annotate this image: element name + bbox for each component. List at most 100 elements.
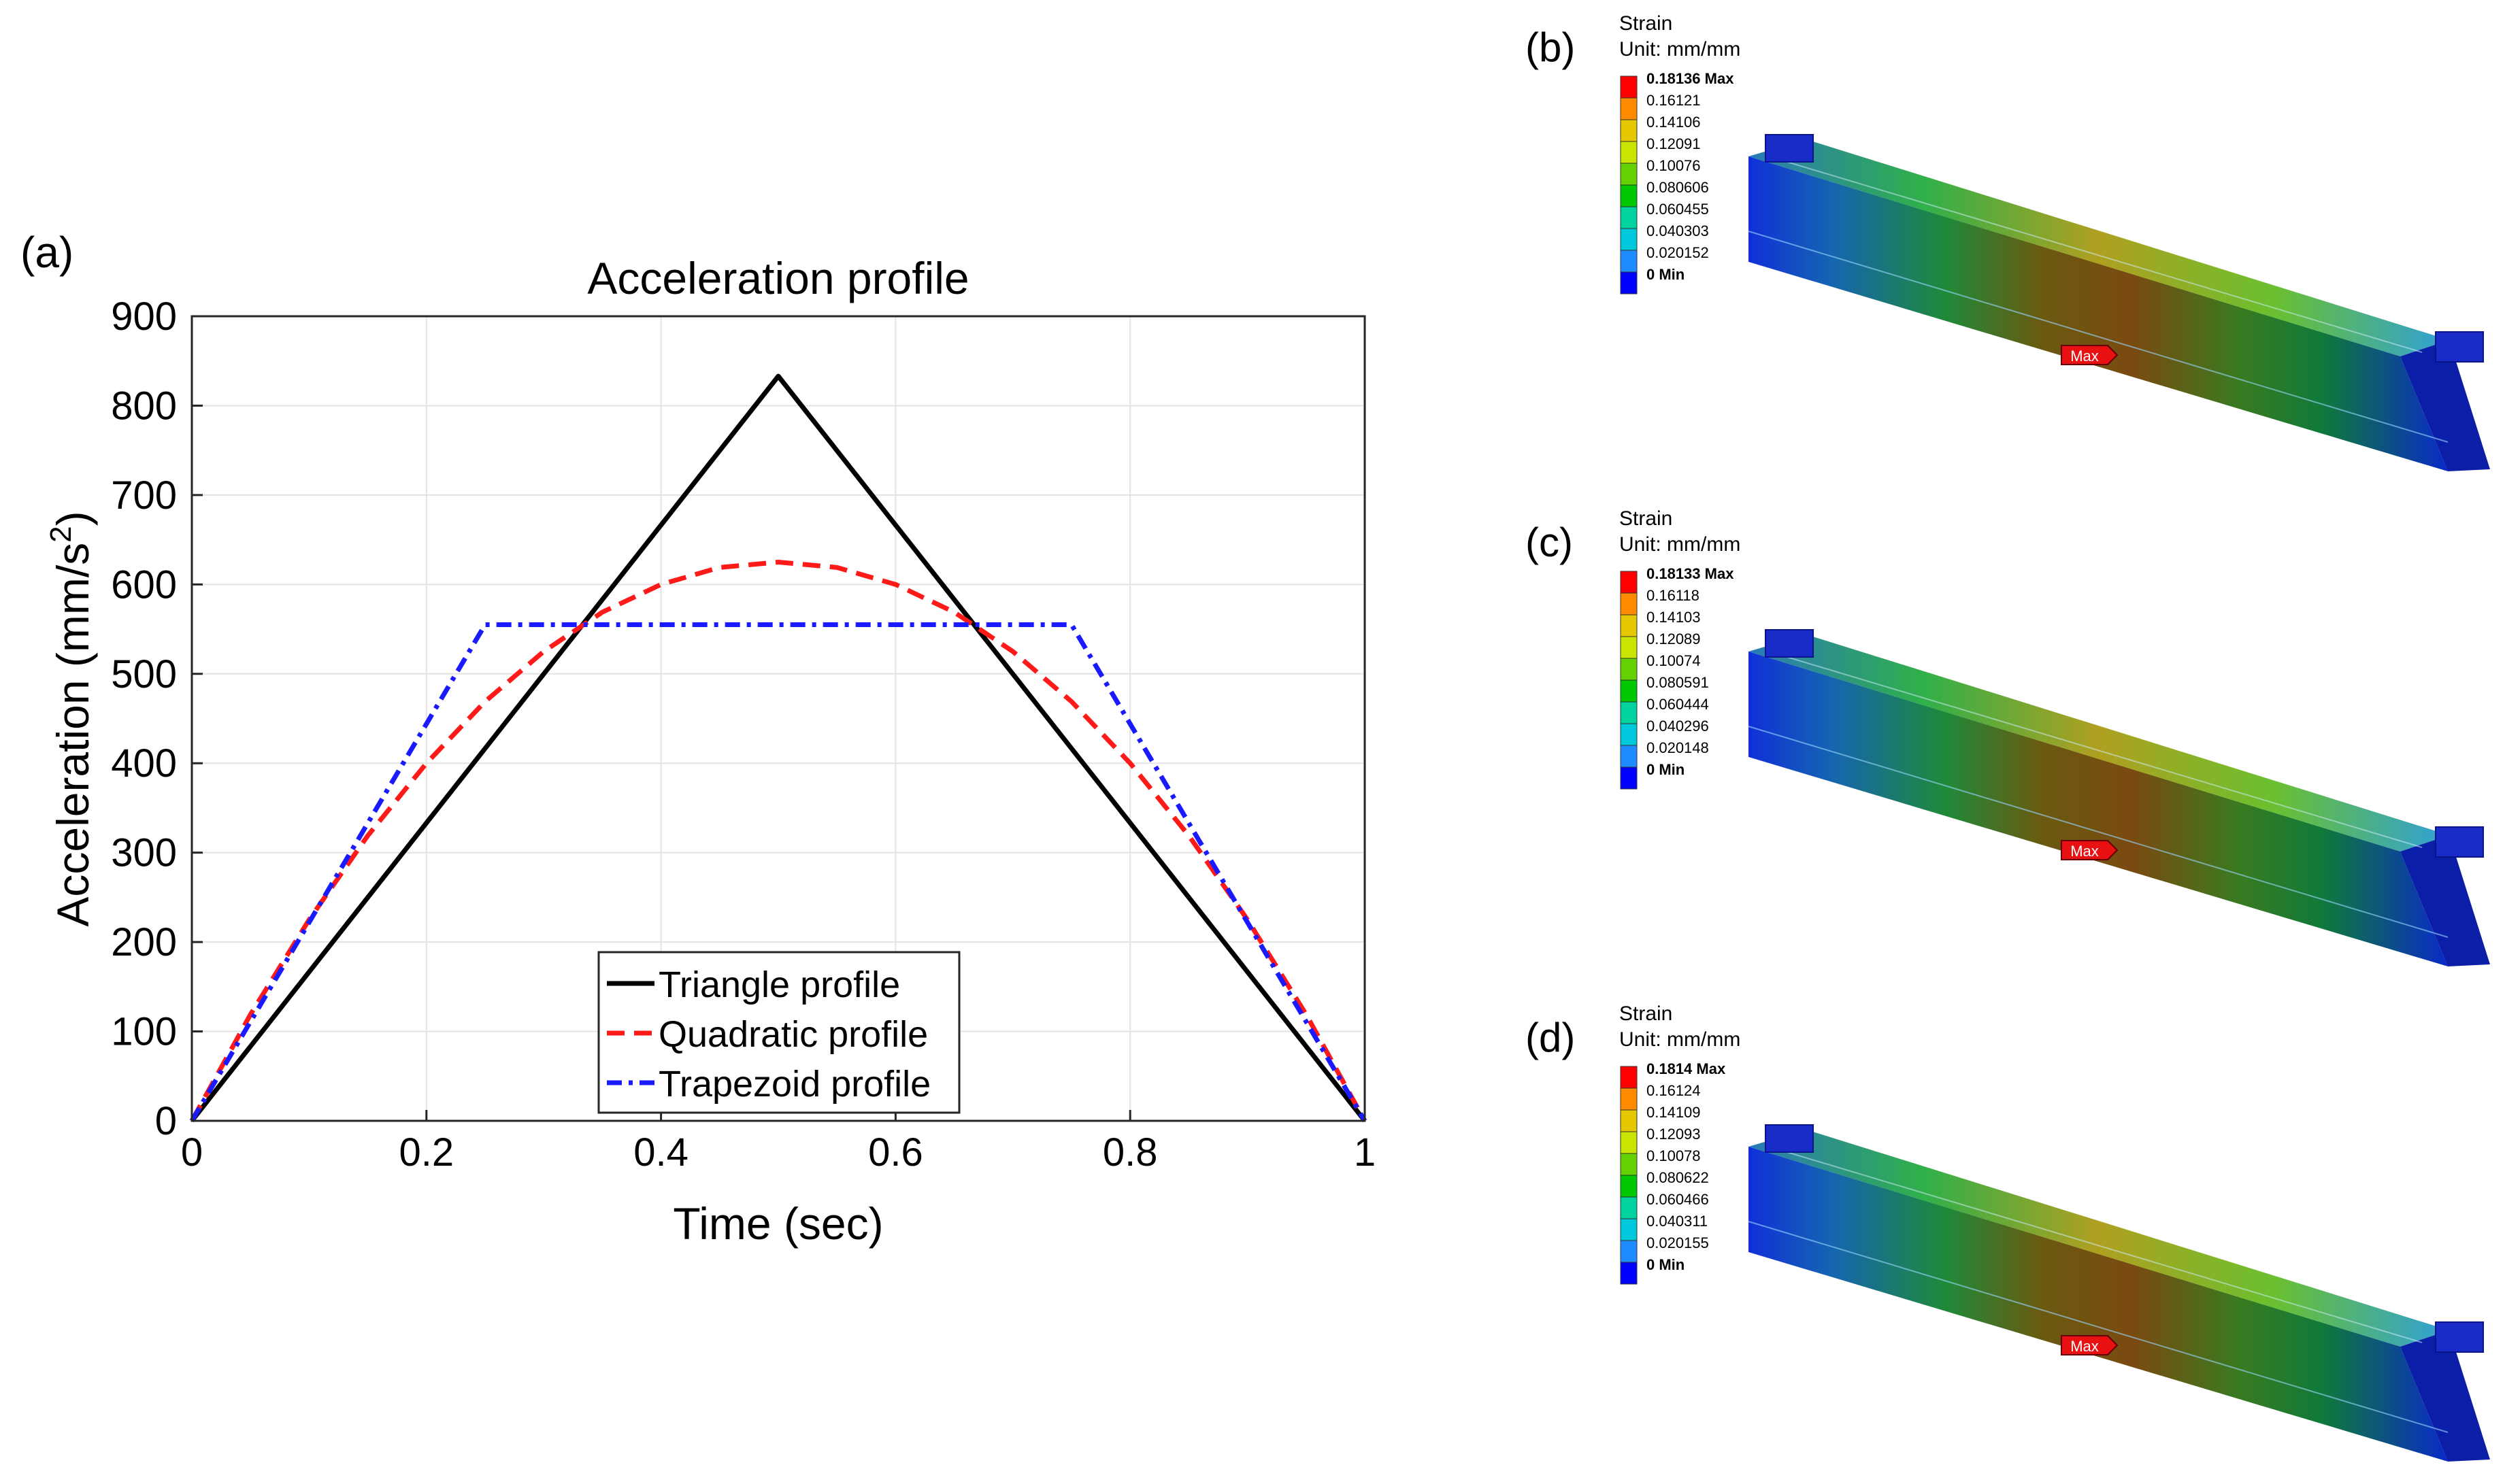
end-block-left xyxy=(1765,629,1814,658)
beam-edge-line xyxy=(1748,231,2449,443)
chart-title: Acceleration profile xyxy=(587,253,969,303)
end-block-left xyxy=(1765,134,1814,163)
colorbar-value: 0.10078 xyxy=(1646,1147,1701,1164)
beam-side-face xyxy=(1748,1147,2448,1462)
contour-unit: Unit: mm/mm xyxy=(1619,38,1740,61)
panel-label: (c) xyxy=(1525,520,1573,565)
colorbar-value: 0.14103 xyxy=(1646,609,1701,626)
colorbar-segment xyxy=(1620,141,1638,164)
y-axis-label-sup: 2 xyxy=(44,526,78,542)
colorbar-value: 0.1814 Max xyxy=(1646,1060,1726,1077)
end-block-left xyxy=(1765,1124,1814,1153)
beam-top-rail xyxy=(1775,653,2423,848)
max-marker-label: Max xyxy=(2070,348,2099,365)
colorbar-value: 0.12093 xyxy=(1646,1126,1701,1143)
max-marker-label: Max xyxy=(2070,1338,2099,1355)
colorbar-segment xyxy=(1620,97,1638,120)
colorbar-value: 0 Min xyxy=(1646,266,1685,283)
contour-unit: Unit: mm/mm xyxy=(1619,533,1740,556)
x-axis-ticks: 0 0.2 0.4 0.6 0.8 1 xyxy=(181,1110,1376,1175)
colorbar-value: 0.040303 xyxy=(1646,222,1709,239)
beam-model: Max xyxy=(1748,1124,2490,1462)
colorbar-segment xyxy=(1620,592,1638,615)
colorbar-segment xyxy=(1620,271,1638,294)
panel-label: (b) xyxy=(1525,24,1575,70)
panel-label-a: (a) xyxy=(20,228,73,277)
beam-top-rail xyxy=(1775,158,2423,353)
y-axis-label-close: ) xyxy=(48,511,98,526)
contour-unit: Unit: mm/mm xyxy=(1619,1028,1740,1051)
beam-edge-line xyxy=(1748,1221,2449,1433)
series-line-quadratic xyxy=(189,559,1367,1122)
colorbar-value: 0.080591 xyxy=(1646,674,1709,691)
colorbar-segment xyxy=(1620,1240,1638,1263)
beam-top-face xyxy=(1748,1130,2449,1347)
panel-label: (d) xyxy=(1525,1015,1575,1060)
colorbar-segment xyxy=(1620,1218,1638,1241)
colorbar-value: 0.10074 xyxy=(1646,652,1701,669)
beam-top-face xyxy=(1748,139,2449,356)
beam-side-face xyxy=(1748,652,2448,966)
x-tick-label: 0.2 xyxy=(399,1130,454,1175)
max-marker xyxy=(2061,345,2119,365)
colorbar-segment xyxy=(1620,1262,1638,1285)
beam-side-face xyxy=(1748,156,2448,471)
colorbar-value: 0.040311 xyxy=(1646,1213,1708,1230)
beam-end-face xyxy=(2400,835,2490,966)
beam-model: Max xyxy=(1748,629,2490,966)
colorbar-segment xyxy=(1620,679,1638,703)
colorbar-segment xyxy=(1620,1087,1638,1111)
plot-frame xyxy=(190,315,1366,1122)
y-tick-label: 300 xyxy=(111,831,177,875)
beam-model: Max xyxy=(1748,134,2490,471)
fea-panel-c: (c) Strain Unit: mm/mm 0.18133 Max 0.16118 0.… xyxy=(1525,507,2490,966)
colorbar-value: 0.16124 xyxy=(1646,1082,1701,1099)
y-tick-label: 500 xyxy=(111,652,177,696)
colorbar-value: 0.020155 xyxy=(1646,1234,1709,1251)
y-tick-label: 800 xyxy=(111,384,177,428)
contour-title: Strain xyxy=(1619,1002,1672,1025)
x-tick-label: 1 xyxy=(1354,1130,1376,1175)
acceleration-chart: (a) Acceleration profile 0 0.2 0.4 0.6 0.8 1 … xyxy=(20,228,1376,1249)
colorbar-segment xyxy=(1620,658,1638,681)
colorbar-segment xyxy=(1620,1196,1638,1219)
colorbar-segment xyxy=(1620,636,1638,659)
y-axis-label-main: Acceleration (mm/s xyxy=(48,543,98,927)
colorbar-segment xyxy=(1620,206,1638,229)
colorbar-value: 0.12091 xyxy=(1646,135,1701,152)
x-tick-label: 0.8 xyxy=(1103,1130,1158,1175)
colorbar-value: 0.18133 Max xyxy=(1646,565,1734,582)
colorbar-value: 0.16121 xyxy=(1646,92,1701,109)
x-tick-label: 0.6 xyxy=(868,1130,923,1175)
beam-edge-line xyxy=(1748,726,2449,938)
colorbar-value: 0.060444 xyxy=(1646,696,1709,713)
colorbar-segment xyxy=(1620,1175,1638,1198)
fea-panel-d: (d) Strain Unit: mm/mm 0.1814 Max 0.16124 0.1… xyxy=(1525,1002,2490,1462)
colorbar-segment xyxy=(1620,75,1638,99)
colorbar-segment xyxy=(1620,1109,1638,1132)
colorbar-segment xyxy=(1620,745,1638,768)
max-marker xyxy=(2061,1335,2119,1355)
colorbar-segment xyxy=(1620,1066,1638,1089)
x-tick-label: 0 xyxy=(181,1130,203,1175)
fea-panels: (b) Strain Unit: mm/mm 0.18136 Max 0.16121 0.… xyxy=(1525,12,2490,1462)
beam-end-face xyxy=(2400,340,2490,471)
colorbar-value: 0.14106 xyxy=(1646,114,1701,131)
colorbar-value: 0 Min xyxy=(1646,761,1685,778)
colorbar-segment xyxy=(1620,614,1638,637)
chart-legend: Triangle profile Quadratic profile Trape… xyxy=(597,951,961,1114)
end-block-right xyxy=(2435,826,2484,858)
series-line-trapezoid xyxy=(189,622,1367,1122)
colorbar-segment xyxy=(1620,1131,1638,1154)
legend-label-quadratic: Quadratic profile xyxy=(659,1014,928,1055)
y-tick-label: 200 xyxy=(111,920,177,964)
beam-top-rail xyxy=(1775,1148,2423,1343)
colorbar-segment xyxy=(1620,723,1638,746)
colorbar-segment xyxy=(1620,250,1638,273)
colorbar-segment xyxy=(1620,119,1638,142)
contour-title: Strain xyxy=(1619,507,1672,530)
colorbar-segment xyxy=(1620,1153,1638,1176)
colorbar-segment xyxy=(1620,228,1638,251)
grid-lines xyxy=(192,316,1365,1121)
series-line-triangle xyxy=(190,373,1367,1123)
